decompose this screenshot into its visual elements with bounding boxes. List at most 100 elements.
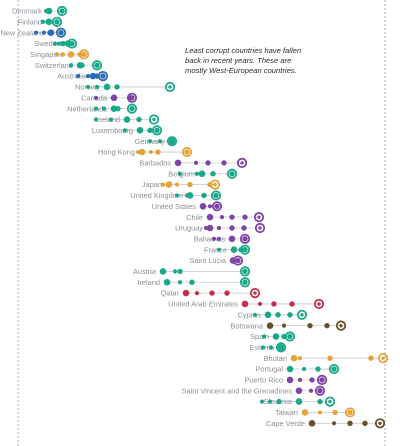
- country-row-botswana: Botswana: [231, 320, 347, 331]
- current-rank-dot-barbados: [174, 159, 182, 167]
- country-label-puerto-rico: Puerto Rico: [244, 376, 283, 385]
- country-label-united-arab-emirates: United Arab Emirates: [168, 300, 238, 309]
- previous-rank-dot-ireland-1: [177, 280, 183, 285]
- country-label-uruguay: Uruguay: [175, 224, 203, 233]
- previous-rank-dot-iceland-0: [93, 117, 99, 122]
- country-row-portugal: Portugal: [255, 363, 340, 375]
- country-row-netherlands: Netherlands: [67, 103, 138, 114]
- previous-rank-dot-qatar-3: [224, 290, 230, 296]
- country-label-sweden: Sweden: [34, 39, 61, 48]
- country-row-hong-kong: Hong Kong: [98, 146, 193, 158]
- rank-ring-japan: [209, 179, 221, 190]
- current-rank-dot-spain: [272, 333, 280, 340]
- current-rank-dot-united-arab-emirates: [241, 300, 249, 308]
- previous-rank-dot-switzerland-0: [68, 63, 74, 68]
- country-label-ireland: Ireland: [137, 278, 160, 287]
- previous-rank-dot-luxembourg-0: [122, 128, 128, 133]
- current-rank-dot-estonia: [277, 344, 285, 351]
- rank-ring-united-states: [211, 201, 223, 212]
- previous-rank-dot-luxembourg-2: [147, 127, 153, 134]
- previous-rank-dot-belgium-2: [210, 171, 216, 177]
- current-rank-dot-denmark: [45, 7, 53, 15]
- country-label-qatar: Qatar: [161, 289, 180, 298]
- rank-ring-singapore: [78, 49, 90, 60]
- country-row-saint-vincent-and-the-grenadines: Saint Vincent and the Grenadines: [182, 385, 326, 396]
- current-rank-dot-botswana: [266, 322, 274, 329]
- rank-ring-bahamas: [239, 233, 251, 244]
- current-rank-dot-uruguay: [206, 224, 214, 232]
- previous-rank-dot-australia-0: [75, 74, 81, 79]
- previous-rank-dot-united-arab-emirates-1: [257, 301, 263, 307]
- rank-ring-puerto-rico: [316, 374, 328, 385]
- current-rank-dot-netherlands: [110, 105, 118, 112]
- annotation-line-3: mostly West-European countries.: [185, 66, 297, 75]
- rank-ring-cape-verde: [374, 418, 386, 429]
- previous-rank-dot-united-kingdom-2: [201, 192, 207, 199]
- previous-rank-dot-cyprus-3: [287, 312, 293, 318]
- country-label-new-zealand: New Zealand: [0, 28, 44, 37]
- previous-rank-dot-hong-kong-1: [148, 149, 154, 155]
- previous-rank-dot-qatar-2: [209, 290, 215, 296]
- country-row-qatar: Qatar: [161, 287, 261, 299]
- country-row-canada: Canada: [81, 92, 138, 103]
- previous-rank-dot-canada-3: [129, 95, 135, 101]
- rank-ring-united-arab-emirates: [313, 298, 325, 310]
- country-label-luxembourg: Luxembourg: [92, 126, 133, 135]
- previous-rank-dot-austria-2: [177, 268, 183, 275]
- current-rank-dot-australia: [89, 72, 97, 80]
- previous-rank-dot-norway-1: [94, 84, 100, 90]
- previous-rank-dot-slovenia-2: [276, 398, 282, 405]
- country-label-cape-verde: Cape Verde: [266, 419, 305, 428]
- previous-rank-dot-cape-verde-2: [347, 420, 353, 426]
- previous-rank-dot-slovenia-3: [317, 398, 323, 405]
- country-row-switzerland: Switzerland: [35, 60, 103, 71]
- previous-rank-dot-slovenia-4: [328, 399, 332, 404]
- previous-rank-dot-singapore-0: [54, 52, 60, 57]
- country-label-united-kingdom: United Kingdom: [130, 191, 183, 200]
- country-row-cape-verde: Cape Verde: [266, 418, 386, 429]
- previous-rank-dot-bhutan-3: [368, 355, 374, 361]
- previous-rank-dot-hong-kong-2: [155, 149, 161, 155]
- country-row-spain: Spain: [250, 331, 296, 342]
- previous-rank-dot-sweden-1: [56, 41, 62, 46]
- country-label-netherlands: Netherlands: [67, 104, 107, 113]
- current-rank-dot-japan: [165, 181, 173, 188]
- country-row-puerto-rico: Puerto Rico: [244, 374, 328, 385]
- previous-rank-dot-iceland-4: [152, 117, 156, 122]
- country-label-finland: Finland: [18, 17, 42, 26]
- country-label-portugal: Portugal: [255, 365, 283, 374]
- previous-rank-dot-finland-0: [40, 19, 46, 24]
- previous-rank-dot-botswana-3: [324, 322, 330, 329]
- country-row-barbados: Barbados: [139, 157, 248, 168]
- previous-rank-dot-norway-0: [85, 84, 91, 90]
- previous-rank-dot-estonia-1: [268, 345, 274, 350]
- country-label-botswana: Botswana: [231, 321, 264, 330]
- rank-ring-canada: [126, 92, 138, 103]
- current-rank-dot-france: [230, 246, 238, 253]
- rank-ring-switzerland: [91, 60, 103, 71]
- previous-rank-dot-germany-0: [147, 139, 153, 144]
- previous-rank-dot-sweden-0: [52, 41, 58, 46]
- rank-ring-belgium: [226, 168, 238, 179]
- previous-rank-dot-cape-verde-3: [362, 420, 368, 426]
- previous-rank-dot-finland-3: [54, 19, 60, 25]
- country-label-bhutan: Bhutan: [264, 354, 287, 363]
- country-row-cyprus: Cyprus: [238, 309, 308, 320]
- country-label-barbados: Barbados: [139, 159, 171, 168]
- previous-rank-dot-norway-3: [114, 84, 120, 90]
- rank-ring-saint-lucia: [232, 255, 244, 266]
- previous-rank-dot-cyprus-0: [252, 312, 258, 317]
- country-row-france: France: [204, 244, 251, 255]
- current-rank-dot-cyprus: [264, 311, 272, 319]
- previous-rank-dot-united-arab-emirates-4: [317, 302, 321, 306]
- rank-ring-ireland: [239, 277, 251, 288]
- country-row-finland: Finland: [18, 16, 63, 27]
- rank-ring-uruguay: [254, 222, 266, 234]
- previous-rank-dot-denmark-3: [59, 8, 65, 14]
- country-row-belgium: Belgium: [168, 168, 238, 179]
- previous-rank-dot-belgium-1: [194, 171, 200, 176]
- current-rank-dot-luxembourg: [136, 127, 144, 134]
- country-row-norway: Norway: [75, 81, 176, 93]
- previous-rank-dot-puerto-rico-1: [297, 377, 303, 382]
